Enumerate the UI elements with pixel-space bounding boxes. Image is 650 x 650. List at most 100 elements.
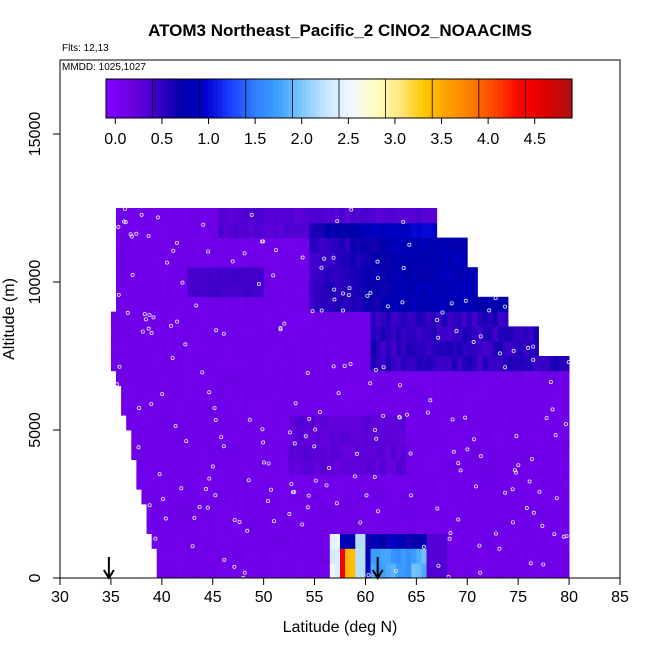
heatmap-cell [431,489,438,505]
heatmap-cell [156,400,163,416]
heatmap-cell [243,489,249,505]
heatmap-cell [548,474,555,490]
heatmap-cell [401,415,407,431]
heatmap-cell [319,474,326,490]
heatmap-cell [411,237,417,253]
heatmap-cell [136,356,142,372]
heatmap-cell [528,385,534,401]
heatmap-cell [452,444,458,460]
heatmap-cell [222,459,229,475]
heatmap-cell [436,326,443,342]
heatmap-cell [523,341,529,357]
heatmap-cell [248,518,254,534]
heatmap-cell [472,296,478,312]
heatmap-cell [416,356,422,372]
heatmap-cell [324,474,331,490]
sample-point [125,310,130,315]
heatmap-cell [390,400,397,416]
heatmap-cell [121,326,127,342]
heatmap-cell [421,356,427,372]
heatmap-cell [284,548,290,564]
heatmap-cell [375,415,382,431]
heatmap-cell [273,548,280,564]
heatmap-cell [492,356,499,372]
heatmap-cell [431,444,438,460]
heatmap-cell [462,311,468,327]
heatmap-cell [446,326,453,342]
heatmap-cell [304,504,310,520]
heatmap-cell [177,356,183,372]
heatmap-cell [329,222,336,238]
colorbar-cell [222,79,228,118]
sample-point [139,212,144,217]
heatmap-cell [177,267,183,283]
colorbar-cell [567,79,573,118]
heatmap-cell [309,533,315,549]
heatmap-cell [492,474,499,490]
heatmap-cell [314,548,321,564]
heatmap-cell [334,430,341,446]
heatmap-cell [202,548,209,564]
heatmap-cell [324,518,331,534]
heatmap-cell [212,459,219,475]
heatmap-cell [370,474,377,490]
heatmap-cell [207,252,214,268]
heatmap-cell [172,208,178,224]
heatmap-cell [197,444,203,460]
heatmap-cell [538,430,545,446]
heatmap-cell [350,370,356,386]
heatmap-cell [253,489,259,505]
heatmap-cell [263,518,270,534]
heatmap-cell [467,563,473,579]
heatmap-cell [161,370,168,386]
heatmap-cell [289,311,295,327]
heatmap-cell [380,489,387,505]
heatmap-cell [441,370,448,386]
heatmap-cell [508,415,514,431]
sample-point [194,303,199,308]
sample-point [493,531,498,536]
heatmap-cell [533,326,539,342]
heatmap-cell [340,311,346,327]
heatmap-cell [436,296,443,312]
sample-point [352,474,357,479]
heatmap-cell [238,563,244,579]
heatmap-cell [533,385,539,401]
heatmap-cell [446,267,453,283]
heatmap-cell [212,504,219,520]
heatmap-cell [309,341,315,357]
heatmap-cell [177,282,183,298]
heatmap-cell [426,548,433,564]
heatmap-cell [411,533,417,549]
heatmap-cell [192,385,198,401]
heatmap-cell [202,504,209,520]
heatmap-cell [141,385,147,401]
heatmap-cell [294,341,300,357]
heatmap-cell [497,489,504,505]
heatmap-cell [457,341,463,357]
heatmap-cell [263,341,270,357]
sample-point [334,501,339,506]
heatmap-cell [431,296,438,312]
heatmap-cell [426,370,433,386]
heatmap-cell [212,518,219,534]
heatmap-cell [426,459,433,475]
heatmap-cell [273,282,280,298]
heatmap-cell [212,341,219,357]
colorbar-cell [185,79,191,118]
heatmap-cell [401,326,407,342]
heatmap-cell [518,563,524,579]
heatmap-cell [426,267,433,283]
heatmap-cell [390,237,397,253]
heatmap-cell [248,341,254,357]
heatmap-cell [370,296,377,312]
heatmap-cell [365,237,371,253]
heatmap-cell [314,563,321,579]
heatmap-cell [416,518,422,534]
heatmap-cell [228,415,234,431]
heatmap-cell [345,326,351,342]
heatmap-cell [446,444,453,460]
heatmap-cell [187,385,193,401]
heatmap-cell [426,518,433,534]
heatmap-cell [258,370,265,386]
